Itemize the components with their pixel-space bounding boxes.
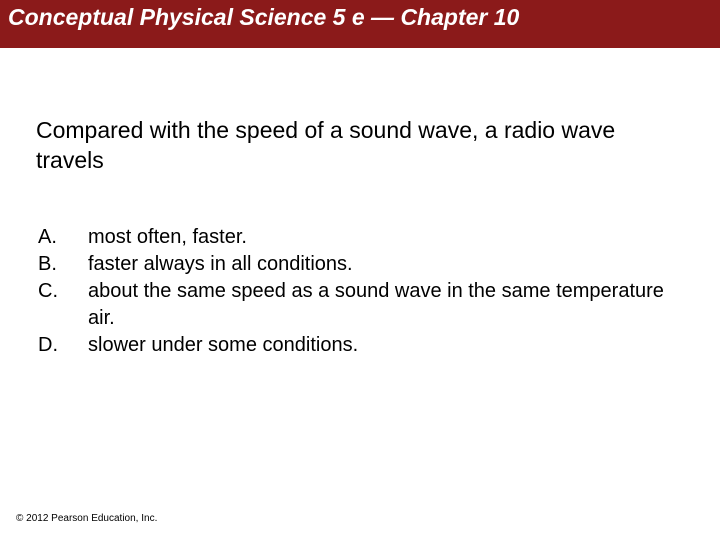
option-letter: A. [38,224,88,251]
option-row: C. about the same speed as a sound wave … [38,278,684,332]
option-text: slower under some conditions. [88,332,684,359]
copyright-text: © 2012 Pearson Education, Inc. [16,513,157,524]
option-letter: B. [38,251,88,278]
question-text: Compared with the speed of a sound wave,… [36,116,684,176]
option-text: faster always in all conditions. [88,251,684,278]
option-letter: C. [38,278,88,305]
header-title: Conceptual Physical Science 5 e — Chapte… [8,4,519,31]
option-text: about the same speed as a sound wave in … [88,278,684,332]
options-list: A. most often, faster. B. faster always … [36,224,684,359]
header-bar: Conceptual Physical Science 5 e — Chapte… [0,0,720,48]
option-row: A. most often, faster. [38,224,684,251]
option-letter: D. [38,332,88,359]
option-text: most often, faster. [88,224,684,251]
option-row: B. faster always in all conditions. [38,251,684,278]
slide-content: Compared with the speed of a sound wave,… [0,48,720,359]
option-row: D. slower under some conditions. [38,332,684,359]
